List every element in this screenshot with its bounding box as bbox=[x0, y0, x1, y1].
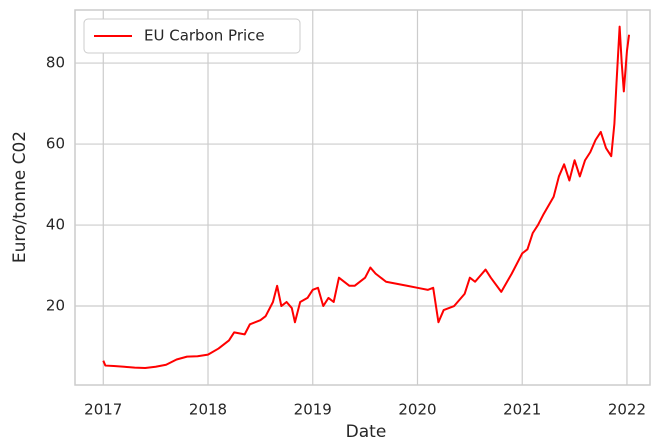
x-tick-label: 2018 bbox=[189, 401, 227, 419]
y-tick-label: 20 bbox=[46, 297, 65, 315]
x-tick-label: 2021 bbox=[503, 401, 541, 419]
plot-frame bbox=[74, 9, 651, 386]
legend-label: EU Carbon Price bbox=[144, 27, 265, 45]
x-tick-label: 2020 bbox=[398, 401, 436, 419]
y-tick-label: 80 bbox=[46, 54, 65, 72]
x-tick-label: 2019 bbox=[294, 401, 332, 419]
line-series bbox=[102, 25, 631, 369]
x-tick-label: 2017 bbox=[84, 401, 122, 419]
x-tick-label: 2022 bbox=[608, 401, 646, 419]
legend-box bbox=[83, 18, 301, 54]
y-tick-label: 60 bbox=[46, 135, 65, 153]
x-axis-label: Date bbox=[346, 422, 387, 442]
y-axis-label: Euro/tonne C02 bbox=[10, 131, 30, 263]
y-tick-label: 40 bbox=[46, 216, 65, 234]
